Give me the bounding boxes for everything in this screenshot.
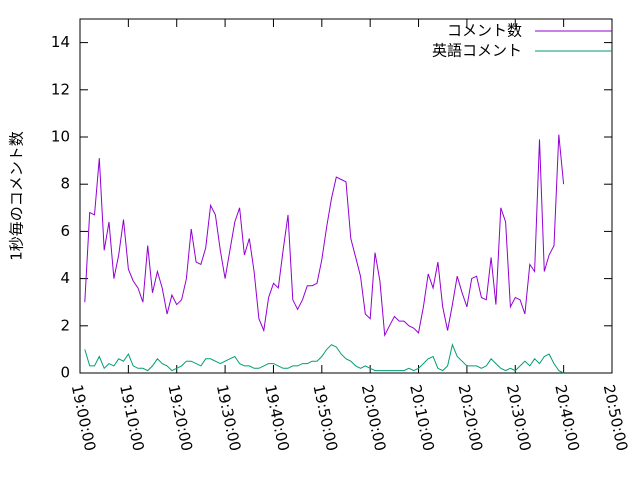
x-tick-label: 20:10:00 [406,383,438,453]
y-tick-label: 8 [60,175,70,193]
x-tick-label: 20:50:00 [600,383,632,453]
y-tick-label: 12 [51,80,70,98]
x-tick-label: 19:20:00 [164,383,196,453]
series-line [84,343,564,374]
y-tick-label: 4 [60,269,70,287]
legend-label: 英語コメント [432,42,522,60]
y-tick-label: 10 [51,128,70,146]
y-tick-label: 6 [60,222,70,240]
x-tick-label: 20:00:00 [358,383,390,453]
x-tick-label: 19:00:00 [68,383,100,453]
legend-label: コメント数 [447,22,522,40]
x-tick-label: 20:30:00 [503,383,535,453]
plot-frame [79,18,613,374]
x-tick-label: 19:50:00 [310,383,342,453]
y-tick-label: 0 [60,364,70,382]
x-tick-label: 20:40:00 [551,383,583,453]
x-tick-label: 20:20:00 [455,383,487,453]
series-line [84,134,565,337]
x-tick-label: 19:30:00 [213,383,245,453]
y-axis-label: 1秒毎のコメント数 [8,131,26,261]
x-tick-label: 19:10:00 [116,383,148,453]
y-tick-label: 14 [51,33,70,51]
y-tick-label: 2 [60,316,70,334]
x-tick-label: 19:40:00 [261,383,293,453]
